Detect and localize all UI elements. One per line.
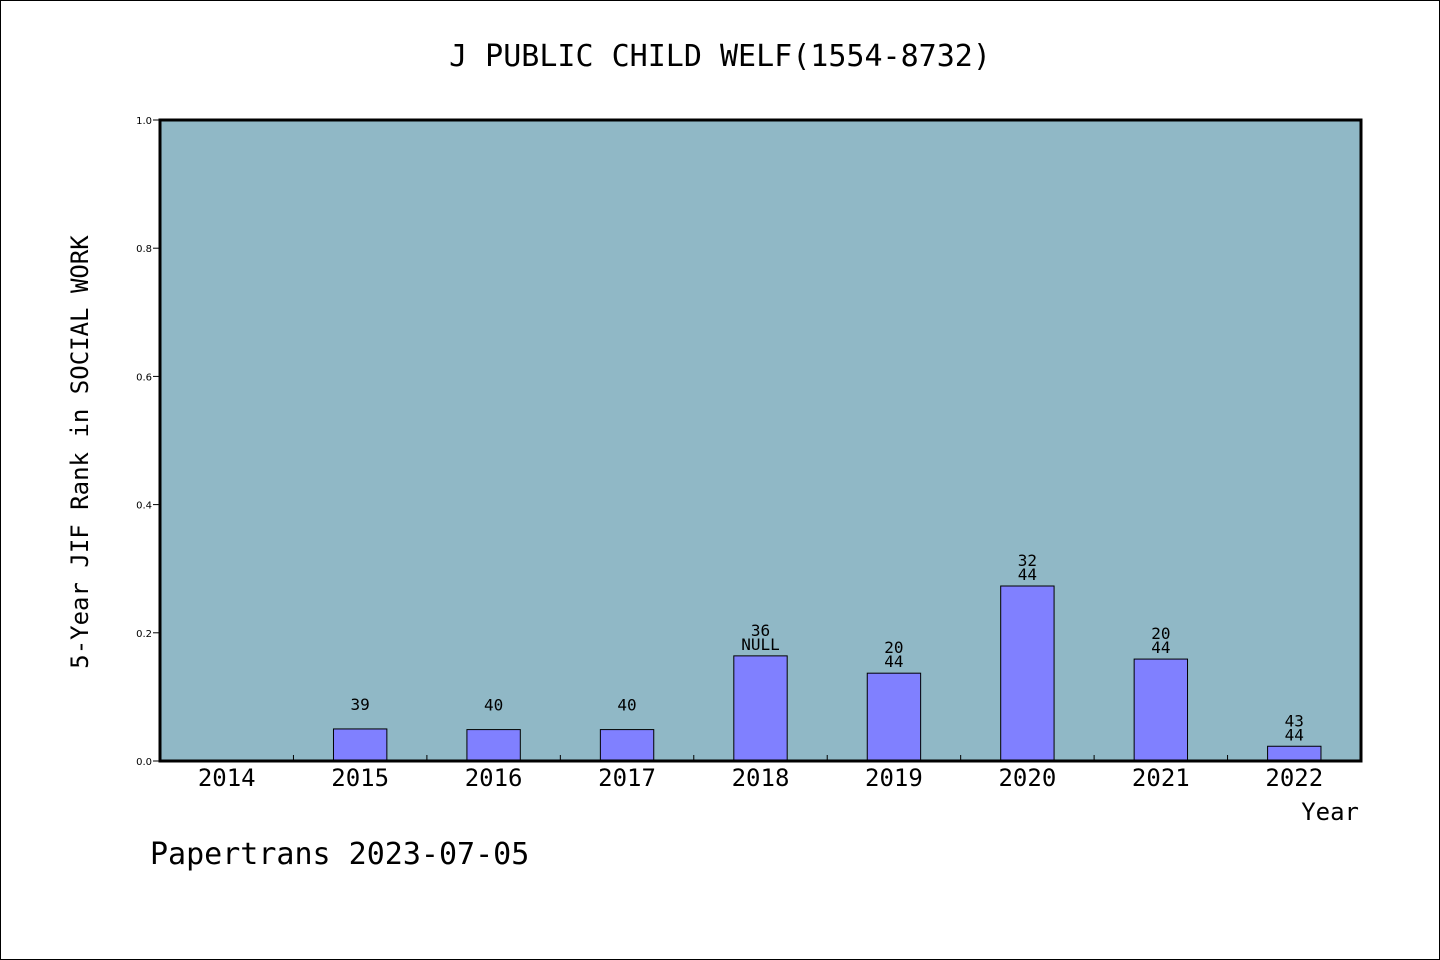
bar-label-total: 44 [1151,638,1170,657]
x-tick-label: 2014 [198,764,256,792]
bar-label-total: 44 [1018,565,1037,584]
footer-credit: Papertrans 2023-07-05 [150,837,529,872]
bar-2019 [866,672,922,762]
bar-label-rank: 43 [1285,711,1304,730]
bar-2022 [1267,745,1322,762]
bar-2015 [332,728,388,762]
bar-2021 [1133,658,1189,762]
x-tick-label: 2016 [465,764,523,792]
bar-label-total: NULL [741,635,780,654]
y-tick-label: 1.0 [136,116,152,127]
y-tick-label: 0.6 [136,372,152,383]
bars [332,585,1322,762]
bar-label: 39 [351,695,370,714]
bar-label-rank: 20 [884,638,903,657]
bar-label-rank: 36 [751,621,770,640]
plot-border [158,118,1363,763]
bar-2018 [733,655,788,762]
bar-2020 [1000,585,1055,762]
x-tick-label: 2019 [865,764,923,792]
x-tick-label: 2017 [598,764,656,792]
bar-2016 [466,729,521,762]
bar-label-rank: 32 [1018,551,1037,570]
bar-label-total: 44 [1285,725,1304,744]
bar-label: 40 [617,696,636,715]
x-tick-label: 2022 [1265,764,1323,792]
x-tick-label: 2018 [732,764,790,792]
x-tick-label: 2020 [998,764,1056,792]
plot-area [160,120,1361,761]
y-axis-title: 5-Year JIF Rank in SOCIAL WORK [66,235,94,669]
bar-label-total: 44 [884,652,903,671]
bar-label: 40 [484,696,503,715]
x-axis-title: Year [1301,798,1359,826]
bar-2017 [599,729,655,762]
x-tick-label: 2021 [1132,764,1190,792]
y-tick-label: 0.4 [136,501,152,512]
chart-title: J PUBLIC CHILD WELF(1554-8732) [449,39,991,74]
y-tick-label: 0.0 [136,757,152,768]
bar-label-rank: 20 [1151,624,1170,643]
y-axis: 0.0 0.2 0.4 0.6 0.8 1.0 [136,116,160,768]
x-tick-label: 2015 [331,764,389,792]
y-tick-label: 0.8 [136,244,152,255]
y-tick-label: 0.2 [136,629,152,640]
x-axis: 2014 2015 2016 2017 2018 2019 2020 2021 2022 [198,755,1323,792]
